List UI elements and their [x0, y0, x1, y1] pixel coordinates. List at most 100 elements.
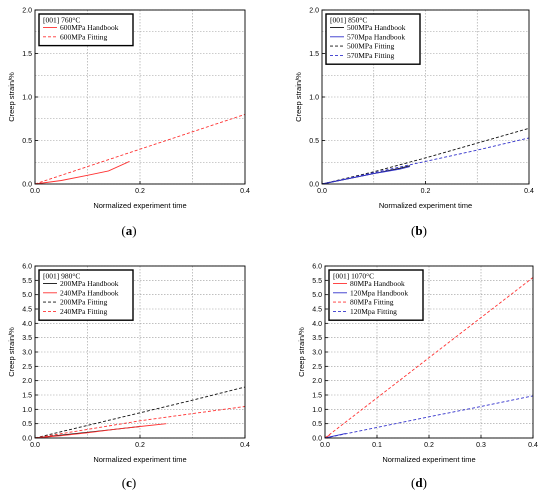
- series-line: [324, 395, 534, 439]
- y-tick-label: 0.0: [22, 436, 32, 443]
- legend-entry: 80MPa Handbook: [350, 279, 405, 288]
- panel-label: (c): [122, 475, 136, 490]
- legend-title: [001] 1070°C: [333, 272, 374, 281]
- y-tick-label: 0.0: [309, 182, 319, 189]
- legend-entry: 600MPa Fitting: [60, 32, 108, 41]
- y-tick-label: 0.0: [22, 182, 32, 189]
- panel-label-open: (: [122, 475, 126, 490]
- panel-label-letter: a: [126, 223, 133, 238]
- axes-frame: [34, 9, 246, 185]
- y-tick-label: 1.5: [22, 51, 32, 58]
- panel-label: (a): [121, 223, 136, 238]
- y-tick-label: 1.0: [22, 407, 32, 414]
- legend-entry: 600MPa Handbook: [60, 23, 119, 32]
- legend-box: [38, 13, 134, 47]
- x-tick-label: 0.4: [524, 188, 534, 195]
- axes-frame: [324, 265, 534, 439]
- legend-entry: 500MPa Handbook: [347, 23, 406, 32]
- panel-label-letter: b: [415, 223, 422, 238]
- series-line: [324, 277, 534, 439]
- legend-entry: 240MPa Handbook: [60, 288, 119, 297]
- legend-entry: 80MPa Fitting: [350, 298, 394, 307]
- y-tick-label: 6.0: [22, 264, 32, 271]
- axes-frame: [34, 265, 246, 439]
- y-tick-label: 5.5: [22, 278, 32, 285]
- panel-label-close: ): [423, 475, 427, 490]
- chart-panel-a: 0.00.51.01.52.00.0 0.2 0.4[001] 760°C600MP…: [7, 8, 250, 239]
- y-tick-label: 2.5: [22, 364, 32, 371]
- chart-panel-d: 0.0 0.5 1.0 1.5 2.0 2.5 3.0 3.5 4.0 4.5 5.0 5.5 6.0 0…: [297, 264, 538, 491]
- y-tick-label: 2.0: [309, 8, 319, 15]
- x-tick-label: 0.4: [240, 188, 250, 195]
- series-line: [321, 137, 530, 185]
- y-tick-label: 0.5: [312, 421, 322, 428]
- legend-entry: 200MPa Fitting: [60, 298, 108, 307]
- y-tick-label: 0.5: [22, 421, 32, 428]
- y-tick-label: 3.0: [22, 350, 32, 357]
- y-tick-label: 0.5: [22, 138, 32, 145]
- y-tick-label: 1.5: [309, 51, 319, 58]
- panel-label-close: ): [423, 223, 427, 238]
- y-axis-title: Creep strain/%: [294, 72, 303, 122]
- series-line: [34, 386, 246, 439]
- x-tick-label: 0.2: [424, 442, 434, 449]
- y-tick-label: 4.5: [312, 307, 322, 314]
- x-axis-title: Normalized experiment time: [379, 201, 472, 210]
- x-tick-label: 0.0: [30, 188, 40, 195]
- y-tick-label: 3.5: [312, 335, 322, 342]
- x-tick-label: 0.2: [421, 188, 431, 195]
- y-tick-label: 1.5: [312, 393, 322, 400]
- legend-entry: 570MPa Fitting: [347, 51, 395, 60]
- x-axis-title: Normalized experiment time: [93, 201, 186, 210]
- chart-panel-c: 0.0 0.5 1.0 1.5 2.0 2.5 3.0 3.5 4.0 4.5 5.0 5.5 6.0 0…: [7, 264, 250, 491]
- y-tick-label: 1.0: [22, 95, 32, 102]
- y-tick-label: 2.0: [22, 378, 32, 385]
- panel-label-close: ): [132, 223, 136, 238]
- y-tick-label: 1.0: [309, 95, 319, 102]
- series-line: [321, 127, 530, 185]
- y-axis-title: Creep strain/%: [7, 327, 16, 377]
- series-line: [34, 423, 167, 439]
- series-line: [34, 113, 246, 185]
- y-tick-label: 3.5: [22, 335, 32, 342]
- series-line: [34, 160, 130, 185]
- legend-entry: 240MPa Fitting: [60, 307, 108, 316]
- y-axis-title: Creep strain/%: [7, 72, 16, 122]
- y-tick-label: 2.0: [22, 8, 32, 15]
- legend-title: [001] 980°C: [43, 272, 80, 281]
- x-tick-label: 0.2: [135, 442, 145, 449]
- x-tick-label: 0.0: [320, 442, 330, 449]
- x-tick-label: 0.0: [30, 442, 40, 449]
- panel-label-open: (: [411, 223, 415, 238]
- legend-title: [001] 760°C: [43, 16, 80, 25]
- y-tick-label: 3.0: [312, 350, 322, 357]
- y-tick-label: 1.5: [22, 393, 32, 400]
- legend-entry: 120Mpa Handbook: [350, 288, 408, 297]
- axes-frame: [321, 9, 530, 185]
- y-tick-label: 5.0: [312, 292, 322, 299]
- y-tick-label: 4.5: [22, 307, 32, 314]
- panel-label-letter: d: [415, 475, 423, 490]
- y-tick-label: 5.5: [312, 278, 322, 285]
- chart-panel-b: 0.00.51.01.52.00.0 0.2 0.4[001] 850°C500MP…: [294, 8, 534, 239]
- y-tick-label: 2.0: [312, 378, 322, 385]
- y-tick-label: 1.0: [312, 407, 322, 414]
- panel-label: (d): [411, 475, 427, 490]
- panel-label-letter: c: [126, 475, 132, 490]
- panel-label-open: (: [411, 475, 415, 490]
- legend-entry: 120Mpa Fitting: [350, 307, 397, 316]
- panel-label: (b): [411, 223, 427, 238]
- legend-entry: 500MPa Fitting: [347, 42, 395, 51]
- legend-entry: 200MPa Handbook: [60, 279, 119, 288]
- legend-box: [325, 13, 421, 65]
- x-tick-label: 0.4: [528, 442, 538, 449]
- x-tick-label: 0.4: [240, 442, 250, 449]
- x-axis-title: Normalized experiment time: [382, 455, 475, 464]
- x-axis-title: Normalized experiment time: [93, 455, 186, 464]
- y-tick-label: 4.0: [22, 321, 32, 328]
- x-tick-label: 0.0: [317, 188, 327, 195]
- y-tick-label: 4.0: [312, 321, 322, 328]
- panel-label-close: ): [132, 475, 136, 490]
- y-tick-label: 0.5: [309, 138, 319, 145]
- legend-entry: 570Mpa Handbook: [347, 32, 405, 41]
